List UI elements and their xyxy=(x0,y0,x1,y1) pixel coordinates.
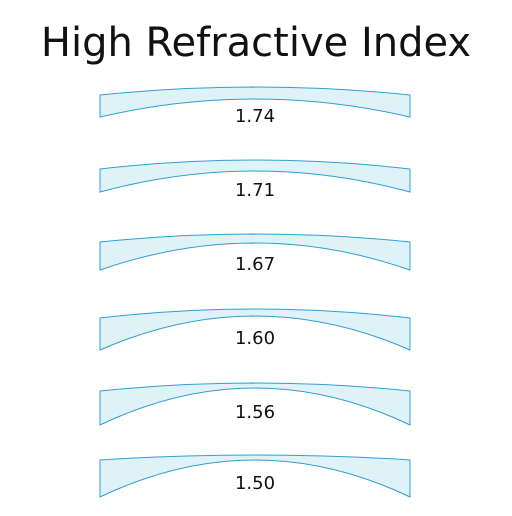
lens-label: 1.60 xyxy=(235,328,275,349)
lens xyxy=(99,382,411,426)
lens xyxy=(99,159,411,193)
lens xyxy=(99,454,411,498)
lens-label: 1.56 xyxy=(235,402,275,423)
title: High Refractive Index xyxy=(41,20,471,66)
lens-label: 1.71 xyxy=(235,180,275,201)
lens-label: 1.74 xyxy=(235,106,275,127)
lens xyxy=(99,308,411,351)
lens xyxy=(99,233,411,271)
lens-label: 1.67 xyxy=(235,254,275,275)
lens xyxy=(99,86,411,118)
lens-label: 1.50 xyxy=(235,473,275,494)
